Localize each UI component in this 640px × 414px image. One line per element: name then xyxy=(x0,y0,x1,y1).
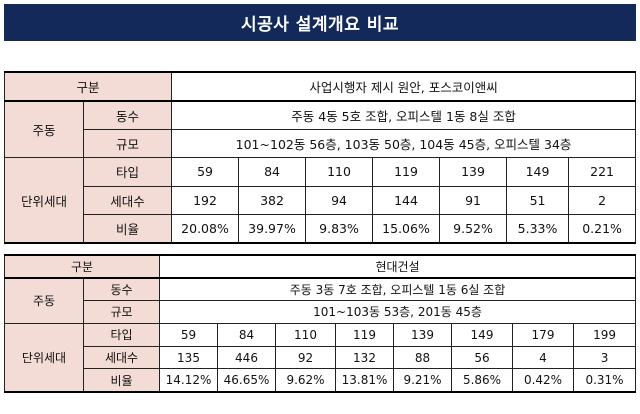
type-cell: 110 xyxy=(275,322,336,347)
posco-design-table: 구분 사업시행자 제시 원안, 포스코이앤씨 주동 동수 주동 4동 5호 조합… xyxy=(3,71,637,244)
ratio-cell: 9.21% xyxy=(393,368,452,393)
ratio-cell: 9.62% xyxy=(275,368,336,393)
row-label-gyumo: 규모 xyxy=(83,300,160,324)
group-label-unit: 단위세대 xyxy=(4,157,84,244)
households-cell: 91 xyxy=(439,185,508,215)
ratio-cell: 0.21% xyxy=(568,214,637,244)
ratio-cell: 20.08% xyxy=(171,214,240,244)
ratio-cell: 15.06% xyxy=(372,214,441,244)
type-cell: 119 xyxy=(372,157,441,187)
type-cell: 221 xyxy=(568,157,637,187)
row-label-type: 타입 xyxy=(82,157,173,187)
row-label-gyumo: 규모 xyxy=(82,128,173,158)
row-label-ratio: 비율 xyxy=(82,214,173,244)
row-label-households: 세대수 xyxy=(82,185,173,215)
ratio-cell: 0.31% xyxy=(572,368,637,393)
row-label-dongsu: 동수 xyxy=(83,277,160,302)
type-cell: 84 xyxy=(238,157,307,187)
type-cell: 139 xyxy=(393,322,452,347)
ratio-cell: 9.52% xyxy=(439,214,508,244)
type-cell: 110 xyxy=(305,157,374,187)
row-label-type: 타입 xyxy=(83,322,160,347)
households-cell: 132 xyxy=(335,345,394,370)
company-name: 현대건설 xyxy=(158,254,637,279)
households-cell: 3 xyxy=(572,345,637,370)
header-label: 구분 xyxy=(3,71,173,102)
households-cell: 2 xyxy=(568,185,637,215)
ratio-cell: 9.83% xyxy=(305,214,374,244)
gyumo-value: 101~103동 53층, 201동 45층 xyxy=(158,300,637,324)
company-name: 사업시행자 제시 원안, 포스코이앤씨 xyxy=(171,71,637,102)
households-cell: 92 xyxy=(275,345,336,370)
type-cell: 119 xyxy=(335,322,394,347)
type-cell: 59 xyxy=(171,157,240,187)
households-cell: 56 xyxy=(451,345,513,370)
gyumo-value: 101~102동 56층, 103동 50층, 104동 45층, 오피스텔 3… xyxy=(171,128,637,158)
ratio-cell: 14.12% xyxy=(159,368,218,393)
ratio-cell: 5.33% xyxy=(506,214,570,244)
group-label-unit: 단위세대 xyxy=(4,322,84,393)
households-cell: 88 xyxy=(393,345,452,370)
households-cell: 382 xyxy=(238,185,307,215)
ratio-cell: 39.97% xyxy=(238,214,307,244)
type-cell: 199 xyxy=(572,322,637,347)
hyundai-design-table: 구분 현대건설 주동 동수 주동 3동 7호 조합, 오피스텔 1동 6실 조합… xyxy=(4,254,637,393)
row-label-dongsu: 동수 xyxy=(82,100,173,130)
group-label-main: 주동 xyxy=(4,100,84,158)
households-cell: 94 xyxy=(305,185,374,215)
households-cell: 144 xyxy=(372,185,441,215)
dongsu-value: 주동 3동 7호 조합, 오피스텔 1동 6실 조합 xyxy=(158,277,637,302)
type-cell: 84 xyxy=(217,322,276,347)
households-cell: 135 xyxy=(159,345,218,370)
row-label-households: 세대수 xyxy=(83,345,160,370)
households-cell: 51 xyxy=(506,185,570,215)
type-cell: 149 xyxy=(451,322,513,347)
type-cell: 59 xyxy=(159,322,218,347)
type-cell: 139 xyxy=(439,157,508,187)
households-cell: 446 xyxy=(217,345,276,370)
group-label-main: 주동 xyxy=(4,277,84,324)
header-label: 구분 xyxy=(4,254,160,279)
ratio-cell: 0.42% xyxy=(512,368,574,393)
households-cell: 192 xyxy=(171,185,240,215)
page-title: 시공사 설계개요 비교 xyxy=(4,4,636,41)
type-cell: 149 xyxy=(506,157,570,187)
dongsu-value: 주동 4동 5호 조합, 오피스텔 1동 8실 조합 xyxy=(171,100,637,130)
ratio-cell: 5.86% xyxy=(451,368,513,393)
ratio-cell: 13.81% xyxy=(335,368,394,393)
households-cell: 4 xyxy=(512,345,574,370)
row-label-ratio: 비율 xyxy=(83,368,160,393)
ratio-cell: 46.65% xyxy=(217,368,276,393)
type-cell: 179 xyxy=(512,322,574,347)
